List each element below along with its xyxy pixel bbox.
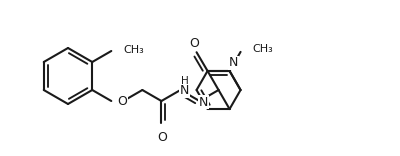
Text: N: N [229,56,238,69]
Text: H: H [180,76,188,86]
Text: O: O [158,131,167,144]
Text: O: O [117,95,127,107]
Text: CH₃: CH₃ [123,45,144,55]
Text: N: N [199,95,208,109]
Text: N: N [180,85,189,98]
Text: O: O [190,37,200,50]
Text: CH₃: CH₃ [252,44,273,54]
